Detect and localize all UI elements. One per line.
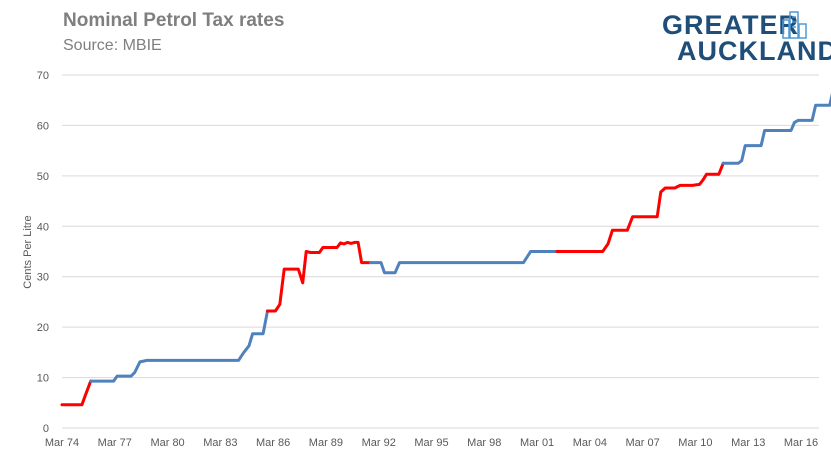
y-tick-label: 10 — [37, 373, 49, 385]
chart-subtitle: Source: MBIE — [63, 37, 162, 54]
series-segment-blue-3 — [368, 250, 559, 275]
series-lines — [60, 92, 831, 407]
series-segment-blue-1 — [89, 309, 269, 383]
x-tick-label: Mar 16 — [784, 437, 818, 449]
city-skyline-icon — [782, 11, 807, 39]
y-tick-label: 30 — [37, 272, 49, 284]
y-tick-label: 50 — [37, 171, 49, 183]
x-tick-label: Mar 77 — [98, 437, 132, 449]
y-tick-label: 70 — [37, 70, 49, 82]
series-segment-red-2 — [266, 240, 372, 313]
y-tick-label: 20 — [37, 322, 49, 334]
x-tick-label: Mar 89 — [309, 437, 343, 449]
y-axis-label: Cents Per Litre — [22, 215, 34, 288]
x-tick-label: Mar 98 — [467, 437, 501, 449]
x-axis-ticks: Mar 74 Mar 77 Mar 80 Mar 83 Mar 86 Mar 89 Mar … — [45, 437, 818, 449]
series-segment-red-4 — [555, 161, 725, 253]
x-tick-label: Mar 07 — [626, 437, 660, 449]
x-tick-label: Mar 01 — [520, 437, 554, 449]
logo-line-2: AUCKLAND — [677, 36, 831, 66]
y-axis-ticks: 0 10 20 30 40 50 60 70 — [37, 70, 49, 435]
x-tick-label: Mar 10 — [678, 437, 712, 449]
x-tick-label: Mar 13 — [731, 437, 765, 449]
x-tick-label: Mar 86 — [256, 437, 290, 449]
x-tick-label: Mar 83 — [203, 437, 237, 449]
logo-line-1: GREATER — [662, 10, 800, 40]
x-tick-label: Mar 92 — [362, 437, 396, 449]
y-tick-label: 0 — [43, 423, 49, 435]
x-tick-label: Mar 95 — [414, 437, 448, 449]
greater-auckland-logo: GREATER AUCKLAND — [660, 10, 831, 66]
x-tick-label: Mar 04 — [573, 437, 607, 449]
y-tick-label: 60 — [37, 120, 49, 132]
x-tick-label: Mar 80 — [150, 437, 184, 449]
gridlines — [62, 74, 819, 429]
series-segment-blue-5 — [721, 92, 831, 165]
x-tick-label: Mar 74 — [45, 437, 79, 449]
series-segment-red-0 — [60, 379, 93, 407]
y-tick-label: 40 — [37, 221, 49, 233]
chart-title: Nominal Petrol Tax rates — [63, 10, 285, 31]
